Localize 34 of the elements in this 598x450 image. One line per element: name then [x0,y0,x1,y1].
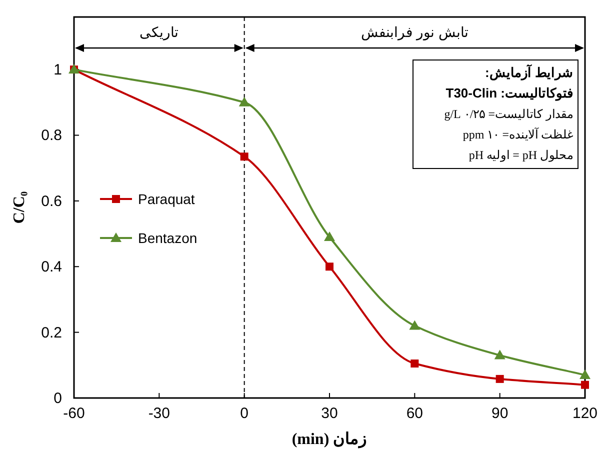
y-tick-label: 0.4 [41,258,62,276]
x-tick-label: 0 [240,405,249,422]
x-tick-label: -60 [63,405,85,422]
annotation: مقدار کاتالیست= ۰/۲۵ g/L [444,107,573,121]
x-axis-title: زمان (min) [292,431,368,449]
y-tick-label: 0.8 [41,127,62,144]
y-tick-label: 0.6 [41,192,62,210]
y-tick-label: 0 [54,390,62,407]
x-tick-label: 60 [406,405,424,422]
annotation: فتوکاتالیست: T30-Clin [446,86,573,102]
y-axis-title: C/C₀ [11,191,28,224]
x-tick-label: -30 [148,405,170,422]
annotation: تاریکی [140,24,179,41]
point [326,262,334,271]
point [238,96,250,106]
point [409,320,420,330]
x-tick-label: 120 [572,405,598,422]
point [494,350,506,360]
annotation: غلظت آلاینده= ۱۰ ppm [462,126,573,142]
point [240,152,248,161]
y-tick-label: 1 [54,62,62,79]
x-tick-label: 30 [321,405,338,422]
annotation: شرایط آزمایش: [485,64,573,81]
point [580,370,590,380]
annotation: تابش نور فرابنفش [360,24,469,41]
point [496,374,504,383]
annotation: pH اولیه = pH محلول [468,148,573,162]
point [324,232,335,242]
y-tick-label: 0.2 [41,324,62,342]
point [410,360,419,368]
legend-label: Paraquat [138,191,195,207]
legend-label: Bentazon [138,230,198,246]
point [581,380,589,389]
x-tick-label: 90 [491,405,508,422]
